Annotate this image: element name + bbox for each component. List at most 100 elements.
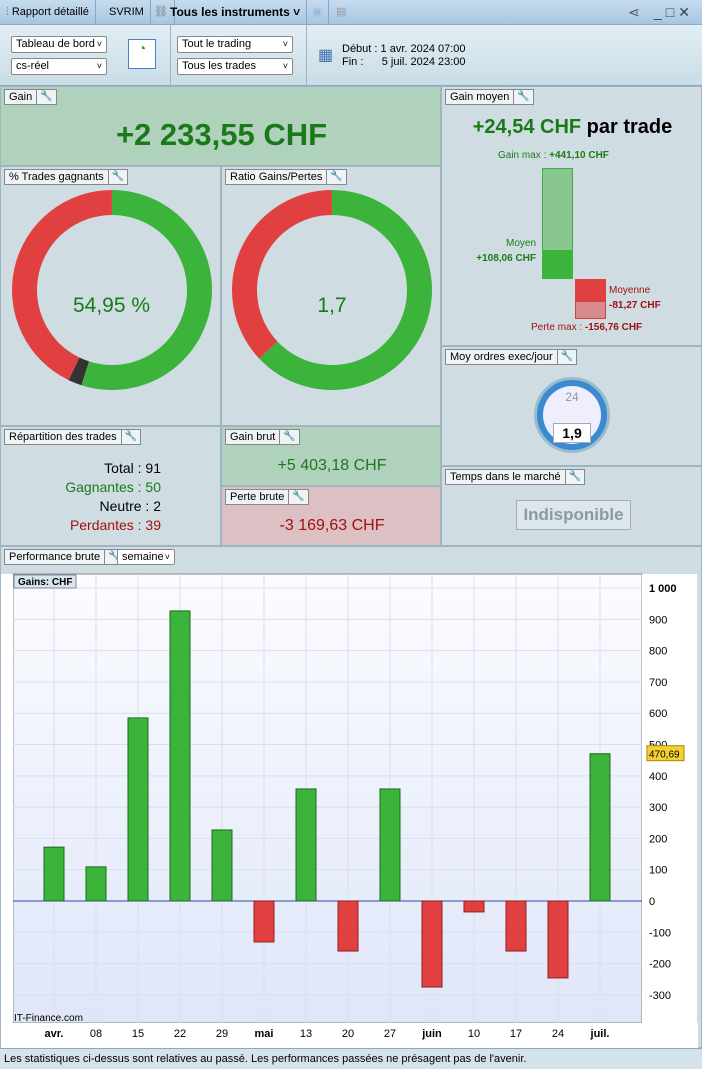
y-tick-label: 100	[649, 865, 667, 877]
plot-area	[12, 573, 643, 1024]
last-value-badge	[646, 745, 685, 762]
max-gain-bar	[542, 168, 573, 251]
ratio-value: 1,7	[317, 294, 347, 317]
gross-loss-title[interactable]: Perte brute 🔧	[225, 489, 309, 505]
performance-chart: -300-200-1000100200300400500600700800900…	[1, 573, 698, 1048]
ratio-title[interactable]: Ratio Gains/Pertes 🔧	[225, 169, 347, 185]
winning-pct-value: 54,95 %	[72, 294, 151, 317]
trading-select[interactable]: Tout le trading ˅	[177, 36, 293, 53]
x-tick-label: 15	[132, 1028, 144, 1040]
share-icon[interactable]: ⋖	[628, 4, 640, 20]
wrench-icon[interactable]: 🔧	[288, 490, 307, 504]
x-tick-label: 13	[300, 1028, 312, 1040]
maximize-icon[interactable]: □	[665, 4, 679, 20]
wrench-icon[interactable]: 🔧	[104, 550, 123, 564]
x-tick-label: avr.	[45, 1028, 64, 1040]
winning-trades-title[interactable]: % Trades gagnants 🔧	[4, 169, 129, 185]
dashboard-settings-icon[interactable]: ◔	[128, 39, 156, 69]
orders-panel: Moy ordres exec/jour 🔧 24 1,9	[441, 346, 702, 466]
candles-icon: ⫶	[6, 6, 12, 18]
gross-gain-panel: Gain brut 🔧 +5 403,18 CHF	[221, 426, 441, 486]
toolbar: Tableau de bord ˅ cs-réel ˅ ◔ Tout le trad…	[0, 25, 702, 86]
instruments-dropdown[interactable]: Tous les instruments ˅	[164, 0, 308, 25]
performance-title-label: Performance brute	[9, 551, 101, 563]
wrench-icon[interactable]: 🔧	[564, 470, 584, 484]
performance-panel: Performance brute 🔧 semaine ˅ -300 -200 -100…	[0, 546, 702, 1048]
ratio-panel: Ratio Gains/Pertes 🔧 1,7	[221, 166, 441, 426]
detailed-report-tab[interactable]: ⫶ Rapport détaillé	[0, 0, 96, 25]
trading-value: Tout le trading	[182, 38, 252, 50]
wrench-icon[interactable]: 🔧	[279, 430, 298, 444]
y-tick-label: -100	[649, 927, 671, 939]
close-icon[interactable]: ✕	[678, 4, 694, 20]
wrench-icon[interactable]: 🔧	[326, 170, 345, 184]
bar-15	[127, 717, 149, 902]
perte-max: Perte max : -156,76 CHF	[531, 322, 642, 333]
losing-slice	[11, 190, 112, 381]
account-select[interactable]: cs-réel ˅	[11, 58, 107, 75]
gain-title[interactable]: Gain 🔧	[4, 89, 57, 105]
wrench-icon[interactable]: 🔧	[556, 350, 576, 364]
gain-title-label: Gain	[9, 91, 33, 103]
clock-icon: 24 1,9	[534, 377, 610, 453]
market-time-title[interactable]: Temps dans le marché 🔧	[445, 469, 586, 485]
losing-trades: Perdantes : 39	[69, 517, 161, 533]
link-icon[interactable]: ⛓	[148, 0, 175, 25]
ratio-donut	[231, 190, 432, 391]
total-trades: Total : 91	[104, 460, 161, 476]
period-select[interactable]: semaine ˅	[117, 549, 175, 565]
gain-max-value: +441,10 CHF	[549, 150, 609, 161]
report-label: Rapport détaillé	[11, 6, 89, 18]
bar-22	[169, 610, 191, 902]
gross-gain-title[interactable]: Gain brut 🔧	[225, 429, 300, 445]
bar-mai	[253, 900, 275, 943]
gain-moyen-title[interactable]: Gain moyen 🔧	[445, 89, 534, 105]
start-date: Début : 1 avr. 2024 07:00	[342, 43, 466, 55]
trades-select[interactable]: Tous les trades ˅	[177, 58, 293, 75]
performance-title[interactable]: Performance brute 🔧	[4, 549, 125, 565]
wrench-icon[interactable]: 🔧	[120, 430, 140, 444]
title-bar: ⫶ Rapport détaillé SVRIM ⛓ Tous les inst…	[0, 0, 702, 25]
x-tick-label: 17	[510, 1028, 522, 1040]
moyen-value: +108,06 CHF	[476, 253, 536, 264]
svrim-tab[interactable]: SVRIM	[103, 0, 151, 25]
add-chart-icon[interactable]: ▣	[306, 0, 330, 25]
bar-10	[463, 900, 485, 913]
last-value-label: 470,69	[649, 750, 680, 761]
gross-loss-panel: Perte brute 🔧 -3 169,63 CHF	[221, 486, 441, 546]
bar-juil.	[589, 753, 611, 902]
avg-gain-value: +24,54 CHF	[472, 116, 582, 138]
gains-slice	[259, 190, 432, 391]
calendar-icon[interactable]: ▦	[318, 47, 334, 64]
bar-29	[211, 829, 233, 902]
bar-24	[547, 900, 569, 979]
document-icon[interactable]: ▤	[336, 6, 347, 18]
wrench-icon[interactable]: 🔧	[107, 170, 127, 184]
orders-title-label: Moy ordres exec/jour	[450, 351, 553, 363]
distribution-panel: Répartition des trades 🔧 Total : 91 Gagna…	[0, 426, 221, 546]
distribution-title[interactable]: Répartition des trades 🔧	[4, 429, 142, 445]
x-tick-label: mai	[255, 1028, 274, 1040]
window-controls[interactable]: _□✕	[648, 0, 700, 25]
bar-27	[379, 788, 401, 902]
y-tick-label: -300	[649, 990, 671, 1002]
wrench-icon[interactable]: 🔧	[36, 90, 55, 104]
legend-box	[13, 574, 77, 589]
wrench-icon[interactable]: 🔧	[513, 90, 532, 104]
legend-label: Gains: CHF	[18, 577, 72, 588]
gross-loss-title-label: Perte brute	[230, 491, 285, 503]
y-tick-label: 700	[649, 677, 667, 689]
bar-13	[295, 788, 317, 902]
y-tick-label: 200	[649, 833, 667, 845]
losses-slice	[231, 190, 332, 359]
orders-title[interactable]: Moy ordres exec/jour 🔧	[445, 349, 578, 365]
minimize-icon[interactable]: _	[654, 4, 666, 20]
x-tick-label: 22	[174, 1028, 186, 1040]
gain-max-label: Gain max :	[498, 150, 550, 161]
perte-max-label: Perte max :	[531, 322, 585, 333]
view-select[interactable]: Tableau de bord ˅	[11, 36, 107, 53]
winning-slice	[81, 190, 213, 390]
y-tick-label: 1 000	[649, 583, 677, 595]
gross-gain-value: +5 403,18 CHF	[277, 457, 387, 474]
bar-avr.	[43, 846, 65, 902]
